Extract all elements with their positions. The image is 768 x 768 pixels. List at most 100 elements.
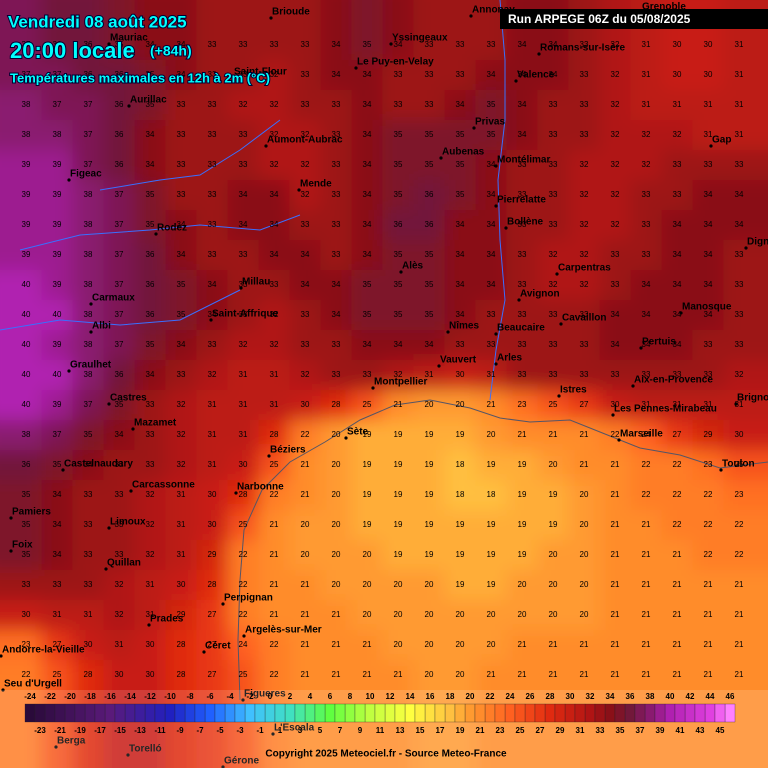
colorbar-label: 15 — [416, 726, 425, 735]
temperature-value: 33 — [580, 340, 589, 349]
temperature-cell — [258, 300, 291, 331]
temperature-cell — [351, 180, 384, 211]
temperature-value: 21 — [301, 490, 310, 499]
temperature-value: 33 — [332, 130, 341, 139]
colorbar-cell — [74, 703, 86, 723]
colorbar-label: 44 — [706, 692, 715, 701]
temperature-value: 21 — [580, 670, 589, 679]
temperature-value: 25 — [239, 670, 248, 679]
temperature-value: 31 — [146, 610, 155, 619]
temperature-cell — [413, 120, 446, 151]
colorbar-cell — [154, 703, 166, 723]
temperature-cell — [103, 240, 136, 271]
temperature-value: 21 — [394, 400, 403, 409]
temperature-cell — [351, 120, 384, 151]
colorbar-cell — [44, 703, 56, 723]
temperature-cell — [723, 90, 768, 121]
temperature-cell — [382, 270, 415, 301]
temperature-value: 27 — [673, 430, 682, 439]
temperature-value: 34 — [53, 490, 62, 499]
temperature-cell — [72, 240, 105, 271]
temperature-cell — [289, 420, 322, 451]
temperature-value: 22 — [642, 490, 651, 499]
temperature-value: 30 — [177, 580, 186, 589]
temperature-value: 37 — [115, 280, 124, 289]
temperature-value: 33 — [115, 490, 124, 499]
temperature-value: 21 — [735, 640, 744, 649]
temperature-value: 32 — [301, 130, 310, 139]
temperature-value: 36 — [146, 310, 155, 319]
temperature-value: 21 — [518, 640, 527, 649]
temperature-value: 31 — [735, 40, 744, 49]
temperature-value: 33 — [208, 220, 217, 229]
temperature-cell — [692, 60, 725, 91]
temperature-cell — [692, 90, 725, 121]
temperature-cell — [506, 570, 539, 601]
temperature-cell — [196, 90, 229, 121]
temperature-cell — [382, 0, 415, 61]
city-dot — [154, 232, 158, 236]
temperature-value: 34 — [394, 340, 403, 349]
colorbar-label: -19 — [74, 726, 86, 735]
temperature-value: 27 — [208, 670, 217, 679]
temperature-value: 20 — [456, 670, 465, 679]
colorbar-cell — [574, 703, 586, 723]
temperature-value: 39 — [22, 250, 31, 259]
temperature-cell — [72, 630, 105, 661]
city-dot — [147, 623, 151, 627]
temperature-value: 34 — [487, 160, 496, 169]
temperature-cell — [103, 0, 136, 61]
temperature-cell — [134, 480, 167, 511]
temperature-cell — [72, 180, 105, 211]
temperature-value: 33 — [549, 160, 558, 169]
colorbar-cell — [694, 703, 706, 723]
temperature-cell — [661, 480, 694, 511]
temperature-value: 34 — [487, 280, 496, 289]
temperature-cell — [41, 510, 74, 541]
city-name: Les Pennes-Mirabeau — [614, 404, 717, 415]
temperature-cell — [599, 90, 632, 121]
temperature-value: 36 — [115, 130, 124, 139]
temperature-value: 19 — [425, 460, 434, 469]
temperature-cell — [103, 450, 136, 481]
colorbar-label: -9 — [176, 726, 184, 735]
temperature-value: 35 — [146, 100, 155, 109]
temperature-value: 35 — [22, 550, 31, 559]
city-name: Brignoles — [737, 393, 768, 404]
river — [19, 214, 301, 251]
city-name: Digne — [747, 237, 768, 248]
colorbar-label: -22 — [44, 692, 56, 701]
temperature-value: 20 — [456, 640, 465, 649]
city-name: Bollène — [507, 217, 544, 228]
temperature-value: 30 — [22, 610, 31, 619]
city-name: Saint-Flour — [234, 67, 287, 78]
temperature-cell — [382, 420, 415, 451]
temperature-value: 25 — [363, 400, 372, 409]
temperature-value: 29 — [704, 430, 713, 439]
city-dot — [209, 318, 213, 322]
city-name: Mazamet — [134, 418, 177, 429]
temperature-value: 35 — [363, 40, 372, 49]
temperature-cell — [289, 540, 322, 571]
temperature-value: 34 — [332, 70, 341, 79]
temperature-value: 36 — [425, 220, 434, 229]
temperature-value: 21 — [673, 550, 682, 559]
temperature-value: 34 — [704, 190, 713, 199]
temperature-value: 34 — [518, 70, 527, 79]
colorbar-label: 21 — [476, 726, 485, 735]
temperature-cell — [506, 630, 539, 661]
temperature-cell — [630, 360, 663, 391]
temperature-value: 19 — [549, 490, 558, 499]
colorbar-label: -8 — [186, 692, 194, 701]
city-dot — [61, 468, 65, 472]
temperature-cell — [723, 360, 768, 391]
temperature-value: 21 — [735, 580, 744, 589]
temperature-cell — [165, 600, 198, 631]
temperature-cell — [630, 510, 663, 541]
temperature-value: 19 — [487, 520, 496, 529]
temperature-cell — [413, 150, 446, 181]
temperature-value: 33 — [425, 40, 434, 49]
temperature-value: 34 — [208, 280, 217, 289]
temperature-cell — [537, 630, 570, 661]
